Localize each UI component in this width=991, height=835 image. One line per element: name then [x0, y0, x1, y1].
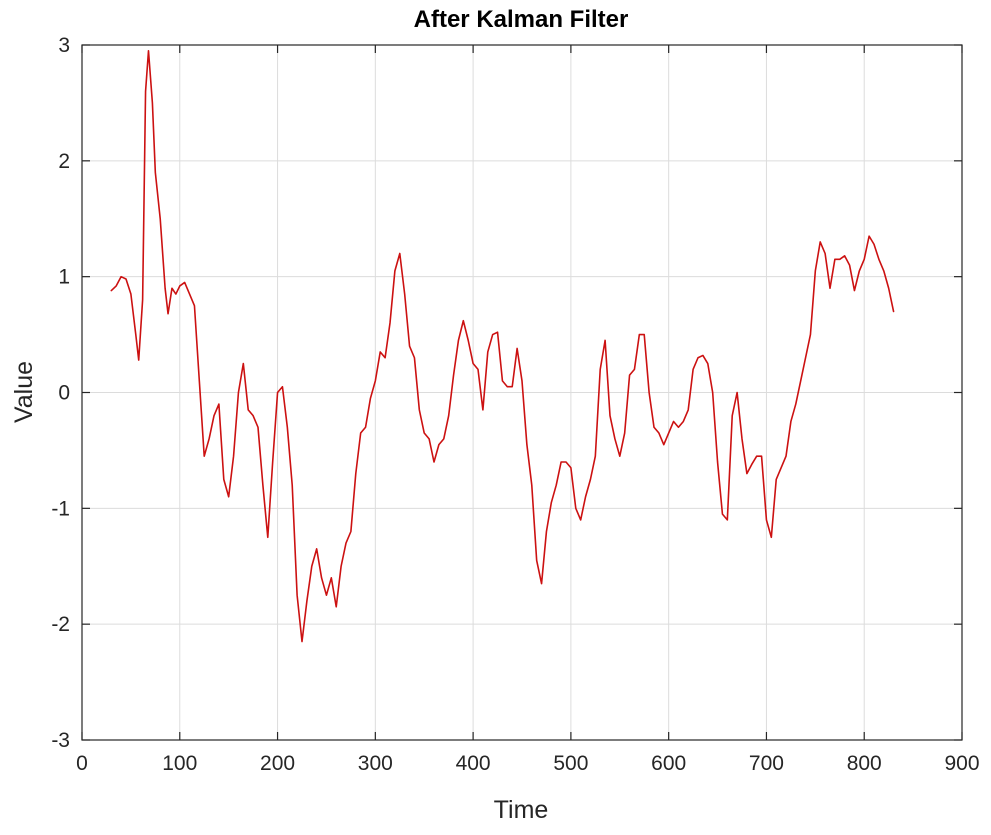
x-tick-label: 300 — [358, 752, 393, 775]
axis-ticks — [81, 44, 963, 741]
x-tick-label: 900 — [944, 752, 979, 775]
plot-area — [110, 49, 895, 643]
series-line-filtered — [110, 49, 895, 643]
x-tick-label: 200 — [260, 752, 295, 775]
x-axis-tick-labels: 0 100 200 300 400 500 600 700 800 900 — [76, 752, 979, 775]
x-tick-label: 700 — [749, 752, 784, 775]
y-tick-label: -3 — [51, 729, 70, 752]
x-tick-label: 400 — [456, 752, 491, 775]
y-tick-label: -1 — [51, 497, 70, 520]
x-tick-label: 100 — [162, 752, 197, 775]
y-tick-label: 3 — [58, 34, 70, 57]
x-tick-label: 600 — [651, 752, 686, 775]
y-tick-label: -2 — [51, 613, 70, 636]
x-tick-label: 0 — [76, 752, 88, 775]
y-tick-label: 1 — [58, 266, 70, 289]
y-tick-label: 2 — [58, 150, 70, 173]
y-axis-tick-labels: -3 -2 -1 0 1 2 3 — [51, 34, 70, 752]
chart-title: After Kalman Filter — [414, 6, 629, 33]
x-tick-label: 800 — [847, 752, 882, 775]
y-tick-label: 0 — [58, 382, 70, 405]
y-axis-label: Value — [10, 361, 38, 423]
x-tick-label: 500 — [553, 752, 588, 775]
x-axis-label: Time — [494, 796, 549, 824]
